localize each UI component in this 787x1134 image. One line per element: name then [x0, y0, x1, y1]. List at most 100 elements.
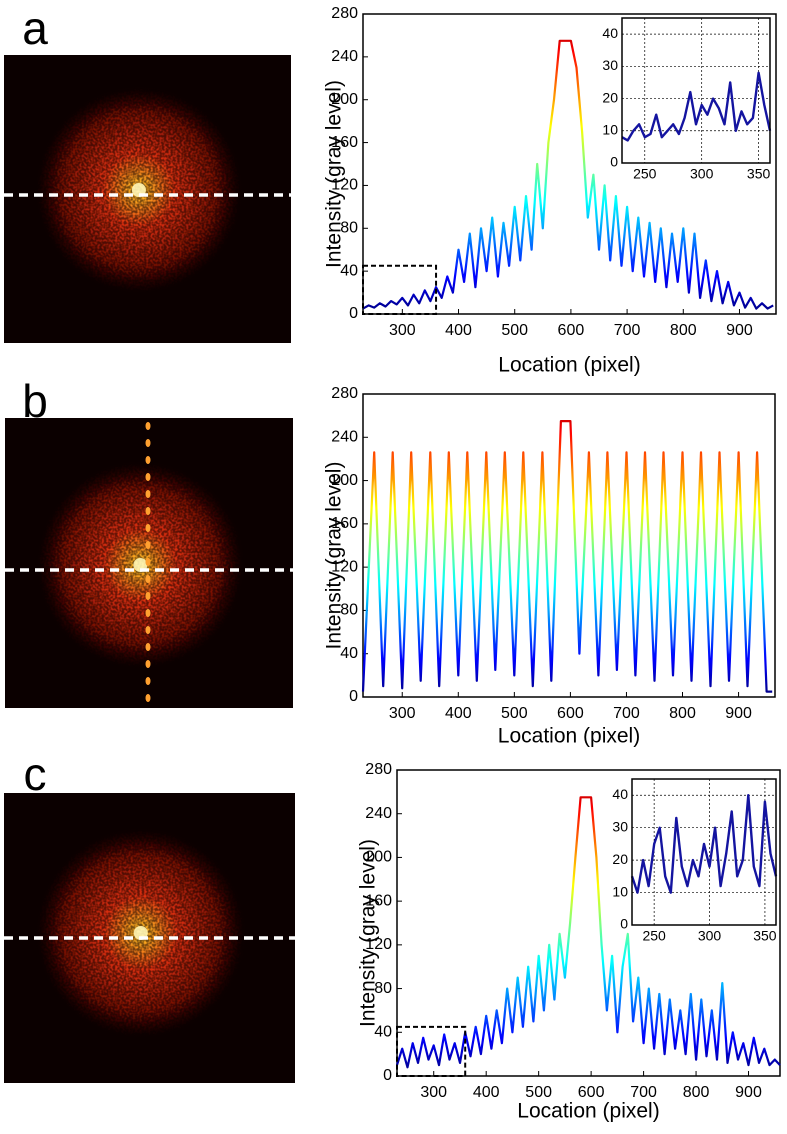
x-axis-label: Location (pixel): [517, 1100, 659, 1123]
diffraction-spot: [145, 490, 151, 498]
inset-y-tick-label: 10: [612, 883, 628, 899]
x-tick-label: 800: [670, 322, 697, 339]
inset-y-tick-label: 0: [610, 154, 618, 170]
x-tick-label: 700: [630, 1084, 657, 1101]
x-tick-label: 900: [726, 322, 753, 339]
x-axis-label: Location (pixel): [498, 725, 640, 748]
inset-y-tick-label: 10: [602, 121, 618, 137]
y-tick-label: 40: [340, 262, 358, 279]
inset-y-tick-label: 40: [612, 786, 628, 802]
inset-y-tick-label: 40: [602, 25, 618, 41]
y-tick-label: 0: [349, 305, 358, 322]
intensity-line: [361, 420, 773, 693]
diffraction-spot: [145, 541, 151, 549]
x-tick-label: 500: [501, 705, 528, 722]
y-tick-label: 120: [331, 558, 358, 575]
diffraction-spot: [145, 694, 151, 702]
y-tick-label: 240: [331, 48, 358, 65]
diffraction-spot: [145, 592, 151, 600]
y-tick-label: 280: [331, 5, 358, 22]
y-tick-label: 160: [365, 892, 392, 909]
y-tick-label: 240: [331, 429, 358, 446]
inset-line: [630, 794, 778, 894]
x-axis-label: Location (pixel): [498, 354, 640, 377]
y-tick-label: 160: [331, 134, 358, 151]
y-tick-label: 40: [340, 645, 358, 662]
y-tick-label: 280: [365, 761, 392, 778]
y-tick-label: 200: [331, 91, 358, 108]
inset-x-tick-label: 250: [642, 928, 666, 944]
x-tick-label: 300: [420, 1084, 447, 1101]
y-tick-label: 120: [365, 936, 392, 953]
plot-frame: [362, 13, 777, 315]
diffraction-spot: [145, 660, 151, 668]
y-axis-label: Intensity (gray level): [323, 462, 346, 650]
zoom-region: [362, 264, 438, 315]
y-axis-label: Intensity (gray level): [323, 80, 346, 268]
x-tick-label: 800: [669, 705, 696, 722]
x-tick-label: 400: [445, 322, 472, 339]
diffraction-spot: [145, 609, 151, 617]
intensity-line: [362, 39, 774, 310]
x-tick-label: 900: [725, 705, 752, 722]
x-tick-label: 400: [473, 1084, 500, 1101]
inset-y-tick-label: 0: [620, 916, 628, 932]
diffraction-spot: [145, 558, 151, 566]
diffraction-spot: [145, 439, 151, 447]
x-tick-label: 700: [613, 705, 640, 722]
inset-x-tick-label: 350: [753, 928, 777, 944]
y-tick-label: 120: [331, 177, 358, 194]
zoom-region: [396, 1025, 467, 1077]
x-tick-label: 500: [501, 322, 528, 339]
inset-y-tick-label: 30: [612, 818, 628, 834]
x-tick-label: 300: [389, 705, 416, 722]
x-tick-label: 300: [389, 322, 416, 339]
y-tick-label: 200: [365, 849, 392, 866]
inset-y-tick-label: 30: [602, 57, 618, 73]
y-axis-label: Intensity (gray level): [357, 839, 380, 1027]
panel-label: b: [22, 375, 48, 427]
inset-frame: [621, 17, 771, 164]
diffraction-spot: [145, 473, 151, 481]
plot-frame: [362, 393, 776, 698]
inset-x-tick-label: 250: [633, 166, 657, 182]
x-tick-label: 600: [557, 705, 584, 722]
diffraction-spot: [145, 524, 151, 532]
diffraction-spot: [145, 507, 151, 515]
x-tick-label: 600: [578, 1084, 605, 1101]
diffraction-spot: [145, 575, 151, 583]
inset-x-tick-label: 300: [698, 928, 722, 944]
diffraction-spot: [145, 422, 151, 430]
inset-line: [621, 71, 772, 142]
y-tick-label: 80: [374, 980, 392, 997]
y-tick-label: 80: [340, 602, 358, 619]
inset-bg: [622, 18, 770, 163]
y-tick-label: 200: [331, 472, 358, 489]
y-tick-label: 40: [374, 1024, 392, 1041]
panel-label: c: [24, 748, 47, 800]
diffraction-spot: [145, 456, 151, 464]
diffraction-spot: [145, 677, 151, 685]
x-tick-label: 900: [735, 1084, 762, 1101]
y-tick-label: 0: [349, 688, 358, 705]
inset-x-tick-label: 350: [747, 166, 771, 182]
y-tick-label: 280: [331, 385, 358, 402]
y-tick-label: 80: [340, 220, 358, 237]
diffraction-spot: [145, 643, 151, 651]
x-tick-label: 400: [445, 705, 472, 722]
panel-label: a: [22, 2, 48, 54]
plot-frame: [396, 769, 781, 1077]
intensity-line: [395, 796, 781, 1069]
y-tick-label: 160: [331, 515, 358, 532]
x-tick-label: 600: [558, 322, 585, 339]
y-tick-label: 240: [365, 805, 392, 822]
inset-y-tick-label: 20: [602, 89, 618, 105]
inset-frame: [631, 778, 777, 926]
diffraction-spot: [145, 626, 151, 634]
x-tick-label: 800: [683, 1084, 710, 1101]
x-tick-label: 500: [525, 1084, 552, 1101]
inset-x-tick-label: 300: [690, 166, 714, 182]
x-tick-label: 700: [614, 322, 641, 339]
y-tick-label: 0: [383, 1067, 392, 1084]
